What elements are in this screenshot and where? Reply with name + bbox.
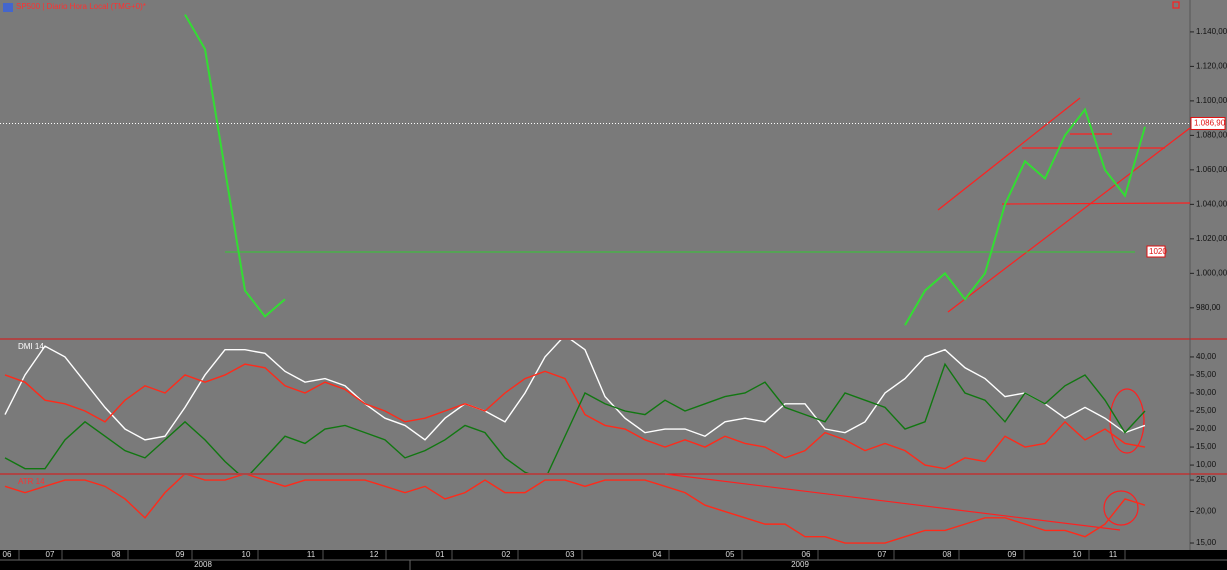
year-label: 2009 (791, 560, 809, 569)
y-tick-label: 25,00 (1196, 406, 1217, 415)
month-label: 10 (242, 550, 251, 559)
y-tick-label: 1.040,00 (1196, 199, 1227, 208)
y-tick-label: 20,00 (1196, 424, 1217, 433)
month-label: 10 (1073, 550, 1082, 559)
series-group (184, 14, 1146, 326)
y-tick-label: 15,00 (1196, 538, 1217, 547)
series-group (4, 475, 1146, 544)
channel-line (937, 97, 1081, 211)
month-label: 03 (566, 550, 575, 559)
month-label: 01 (436, 550, 445, 559)
y-tick-label: 30,00 (1196, 388, 1217, 397)
y-tick-label: 980,00 (1196, 303, 1221, 312)
trend-line (664, 473, 1121, 531)
month-label: 04 (653, 550, 662, 559)
month-label: 05 (726, 550, 735, 559)
y-tick-label: 1.020,00 (1196, 234, 1227, 243)
y-tick-label: 1.120,00 (1196, 62, 1227, 71)
month-label: 11 (307, 550, 316, 559)
level-label: 1020 (1149, 247, 1167, 256)
month-label: 08 (112, 550, 121, 559)
y-tick-label: 35,00 (1196, 370, 1217, 379)
series-line (4, 362, 1146, 473)
background (0, 0, 1227, 550)
y-tick-label: 1.100,00 (1196, 96, 1227, 105)
highlight-circle (1103, 490, 1139, 526)
series-line (184, 14, 1146, 326)
year-label: 2008 (194, 560, 212, 569)
y-tick-label: 1.000,00 (1196, 268, 1227, 277)
y-tick-label: 1.060,00 (1196, 165, 1227, 174)
month-label: 02 (502, 550, 511, 559)
last-price-label: 1.086,90 (1194, 119, 1226, 128)
symbol-icon (3, 3, 13, 12)
month-label: 06 (3, 550, 12, 559)
y-tick-label: 15,00 (1196, 442, 1217, 451)
series-group (4, 340, 1146, 473)
series-line (4, 340, 1146, 441)
month-label: 06 (802, 550, 811, 559)
drawings (664, 1, 1191, 531)
month-label: 07 (878, 550, 887, 559)
month-label: 09 (176, 550, 185, 559)
channel-line (947, 127, 1191, 313)
y-tick-label: 1.080,00 (1196, 130, 1227, 139)
panel-button (1172, 1, 1180, 9)
y-tick-label: 20,00 (1196, 507, 1217, 516)
last-price-box (1190, 116, 1226, 130)
panel-title: ATR 14 (18, 477, 45, 486)
month-label: 08 (943, 550, 952, 559)
month-label: 09 (1008, 550, 1017, 559)
month-label: 12 (370, 550, 379, 559)
y-tick-label: 25,00 (1196, 475, 1217, 484)
series-line (4, 363, 1146, 470)
panel-title: SP500 | Diario Hora Local (TMG+0)* (16, 2, 146, 11)
month-label: 07 (46, 550, 55, 559)
level-box (1146, 245, 1166, 258)
month-label: 11 (1109, 550, 1118, 559)
horizontal-line (1001, 202, 1191, 205)
y-tick-label: 40,00 (1196, 352, 1217, 361)
panel-title: DMI 14 (18, 342, 44, 351)
y-tick-label: 1.140,00 (1196, 27, 1227, 36)
series-line (4, 475, 1146, 544)
y-tick-label: 10,00 (1196, 460, 1217, 469)
